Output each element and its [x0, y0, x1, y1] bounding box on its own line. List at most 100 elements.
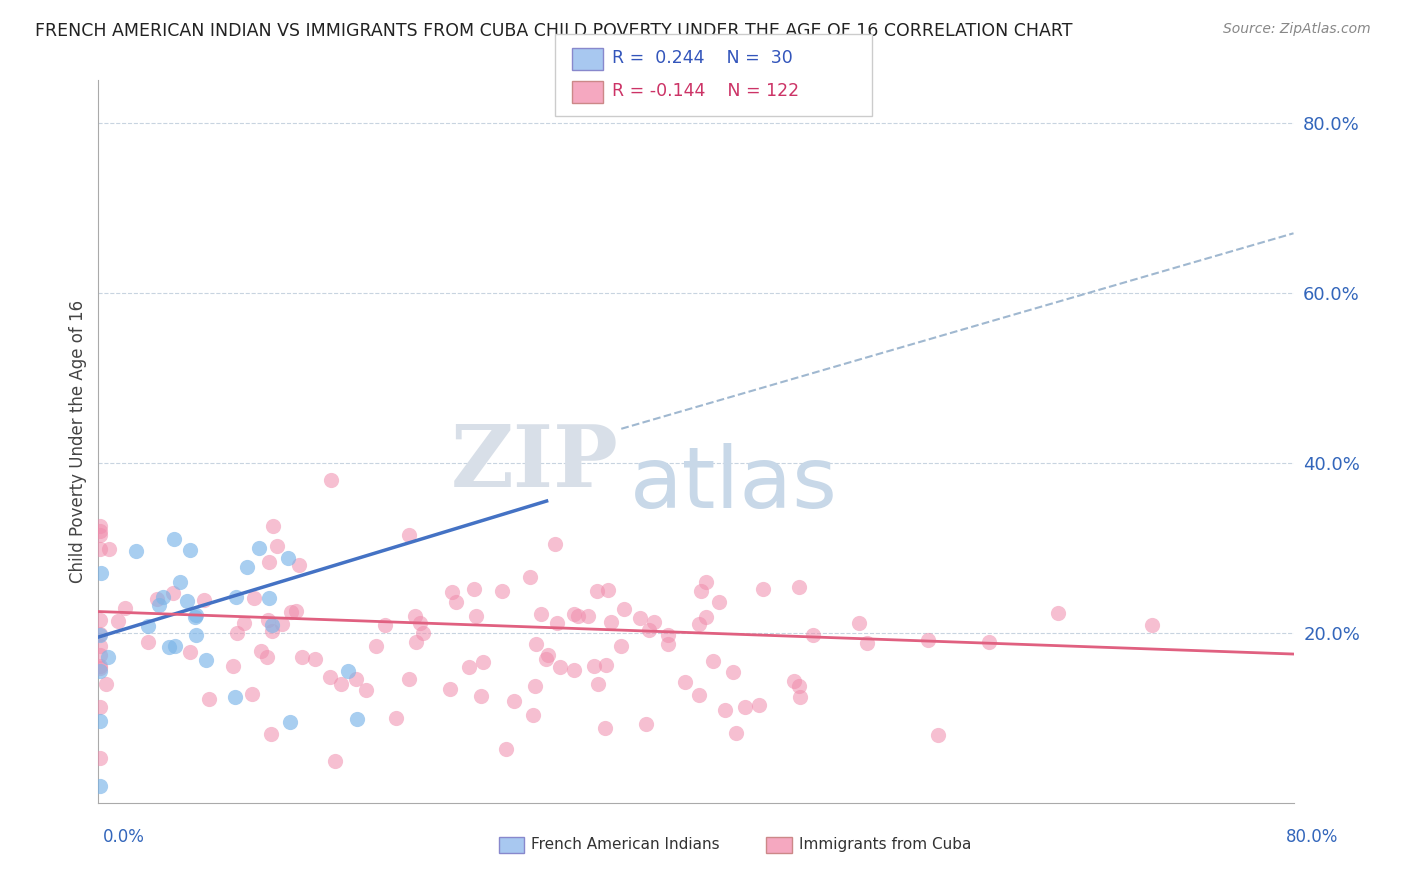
- Point: [304, 652, 326, 666]
- Point: [576, 608, 599, 623]
- Point: [440, 585, 463, 599]
- Point: [125, 543, 148, 558]
- Point: [385, 711, 408, 725]
- Point: [409, 615, 432, 630]
- Point: [94, 676, 117, 690]
- Point: [702, 654, 724, 668]
- Point: [89, 524, 111, 538]
- Point: [398, 672, 420, 686]
- Point: [724, 726, 747, 740]
- Point: [198, 692, 221, 706]
- Point: [138, 635, 160, 649]
- Text: 0.0%: 0.0%: [103, 828, 145, 846]
- Point: [856, 635, 879, 649]
- Point: [789, 690, 811, 704]
- Text: FRENCH AMERICAN INDIAN VS IMMIGRANTS FROM CUBA CHILD POVERTY UNDER THE AGE OF 16: FRENCH AMERICAN INDIAN VS IMMIGRANTS FRO…: [35, 22, 1073, 40]
- Point: [534, 652, 557, 666]
- Point: [319, 474, 342, 488]
- Point: [89, 518, 111, 533]
- Point: [546, 615, 568, 630]
- Point: [613, 602, 636, 616]
- Point: [344, 672, 367, 686]
- Point: [233, 615, 256, 630]
- Point: [530, 607, 553, 621]
- Point: [562, 663, 585, 677]
- Point: [89, 628, 111, 642]
- Point: [240, 687, 263, 701]
- Text: French American Indians: French American Indians: [531, 838, 720, 852]
- Point: [689, 583, 711, 598]
- Point: [270, 616, 292, 631]
- Point: [412, 625, 434, 640]
- Point: [260, 624, 283, 638]
- Point: [266, 539, 288, 553]
- Point: [695, 610, 717, 624]
- Point: [523, 679, 546, 693]
- Point: [734, 699, 756, 714]
- Point: [277, 550, 299, 565]
- Point: [917, 633, 939, 648]
- Point: [89, 639, 111, 653]
- Point: [184, 610, 207, 624]
- Point: [89, 750, 111, 764]
- Text: ZIP: ZIP: [450, 421, 619, 505]
- Point: [600, 615, 623, 630]
- Point: [89, 648, 111, 662]
- Text: R =  0.244    N =  30: R = 0.244 N = 30: [612, 49, 793, 67]
- Point: [673, 674, 696, 689]
- Point: [537, 648, 560, 662]
- Point: [688, 617, 710, 632]
- Point: [1046, 606, 1069, 620]
- Point: [249, 643, 271, 657]
- Point: [165, 640, 187, 654]
- Point: [783, 673, 806, 688]
- Point: [610, 639, 633, 653]
- Point: [787, 680, 810, 694]
- Point: [688, 688, 710, 702]
- Point: [114, 601, 136, 615]
- Point: [630, 611, 652, 625]
- Point: [495, 742, 517, 756]
- Point: [470, 689, 492, 703]
- Point: [89, 541, 111, 556]
- Point: [184, 627, 207, 641]
- Point: [193, 593, 215, 607]
- Point: [262, 618, 284, 632]
- Point: [927, 727, 949, 741]
- Point: [221, 659, 243, 673]
- Point: [714, 703, 737, 717]
- Point: [157, 640, 180, 655]
- Point: [97, 541, 120, 556]
- Point: [567, 608, 589, 623]
- Point: [278, 714, 301, 729]
- Point: [596, 582, 619, 597]
- Point: [522, 708, 544, 723]
- Point: [721, 665, 744, 679]
- Point: [97, 650, 120, 665]
- Point: [184, 607, 207, 622]
- Point: [519, 570, 541, 584]
- Point: [288, 558, 311, 572]
- Point: [89, 613, 111, 627]
- Point: [657, 637, 679, 651]
- Point: [89, 527, 111, 541]
- Point: [284, 604, 307, 618]
- Point: [1140, 617, 1163, 632]
- Point: [374, 618, 396, 632]
- Point: [472, 655, 495, 669]
- Point: [257, 591, 280, 605]
- Point: [329, 677, 352, 691]
- Point: [89, 664, 111, 678]
- Text: 80.0%: 80.0%: [1286, 828, 1339, 846]
- Point: [291, 650, 314, 665]
- Point: [90, 566, 112, 581]
- Point: [319, 670, 342, 684]
- Point: [586, 584, 609, 599]
- Point: [444, 595, 467, 609]
- Point: [148, 598, 170, 612]
- Point: [325, 754, 347, 768]
- Point: [465, 609, 488, 624]
- Point: [586, 677, 609, 691]
- Point: [354, 682, 377, 697]
- Point: [848, 616, 870, 631]
